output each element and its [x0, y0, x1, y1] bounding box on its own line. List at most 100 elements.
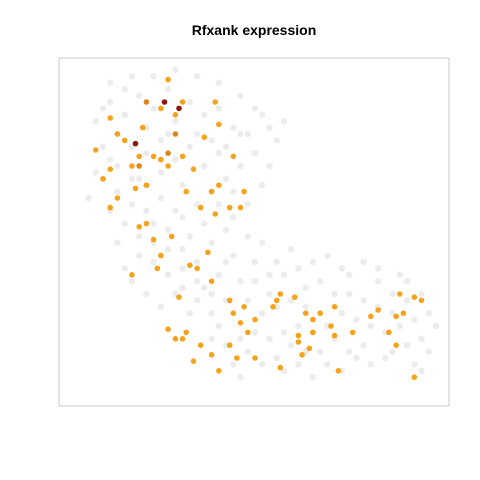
plot-panel: [58, 57, 450, 407]
cell-point-none: [244, 297, 251, 304]
cell-point-low: [129, 272, 135, 278]
cell-point-none: [150, 73, 157, 80]
cell-point-none: [425, 310, 432, 317]
cell-point-low: [393, 313, 400, 320]
cell-point-low: [252, 316, 258, 323]
cell-point-none: [179, 214, 186, 221]
cell-point-none: [193, 278, 201, 285]
cell-point-none: [179, 246, 186, 253]
cell-point-none: [172, 207, 179, 214]
cell-point-none: [208, 335, 215, 342]
cell-point-none: [193, 130, 201, 138]
cell-point-none: [280, 118, 288, 125]
cell-point-none: [389, 290, 396, 298]
cell-point-none: [280, 329, 288, 336]
cell-point-none: [237, 374, 244, 381]
cell-point-none: [230, 124, 237, 131]
cell-point-low: [165, 76, 171, 83]
cell-point-none: [360, 342, 367, 349]
cell-point-none: [288, 246, 295, 253]
cell-point-low: [335, 368, 342, 374]
cell-point-low: [197, 342, 204, 349]
cell-point-none: [215, 322, 222, 330]
cell-point-low: [397, 291, 403, 297]
cell-point-low: [136, 153, 142, 160]
cell-point-none: [237, 162, 244, 170]
cell-point-none: [259, 111, 266, 119]
cell-point-low: [183, 329, 189, 336]
cell-point-none: [396, 271, 403, 278]
cell-point-none: [295, 361, 302, 368]
cell-point-none: [201, 220, 208, 227]
cell-point-low: [328, 323, 334, 329]
cell-point-none: [150, 105, 157, 112]
cell-point-none: [259, 239, 266, 246]
cell-point-low: [270, 304, 276, 310]
cell-point-none: [143, 207, 150, 214]
cell-point-low: [194, 265, 200, 272]
cell-point-none: [266, 124, 273, 131]
cell-point-none: [128, 201, 136, 208]
cell-point-low: [277, 291, 284, 297]
cell-point-low: [140, 124, 146, 131]
cell-point-low: [165, 163, 171, 169]
cell-point-low: [241, 304, 247, 310]
cell-point-none: [121, 220, 128, 227]
cell-point-none: [121, 86, 128, 93]
cell-point-none: [157, 169, 165, 176]
cell-point-none: [309, 374, 317, 381]
cell-point-none: [230, 214, 237, 221]
cell-point-low: [190, 166, 197, 172]
cell-point-none: [150, 258, 157, 266]
points-layer: [85, 66, 440, 381]
cell-point-none: [215, 79, 222, 87]
cell-point-none: [251, 278, 259, 285]
cell-point-low: [216, 121, 222, 128]
cell-point-none: [128, 73, 136, 80]
cell-point-none: [201, 284, 208, 291]
cell-point-high: [132, 140, 139, 147]
cell-point-low: [306, 345, 313, 352]
cell-point-low: [310, 316, 316, 323]
cell-point-low: [237, 320, 244, 326]
cell-point-none: [251, 105, 259, 112]
cell-point-none: [295, 265, 302, 272]
cell-point-none: [136, 252, 143, 259]
cell-point-none: [99, 105, 107, 112]
cell-point-none: [136, 175, 143, 182]
cell-point-high: [176, 105, 182, 112]
cell-point-none: [273, 137, 280, 144]
cell-point-low: [216, 368, 222, 374]
cell-point-none: [396, 322, 403, 330]
cell-point-low: [411, 294, 418, 301]
cell-point-none: [230, 188, 237, 195]
cell-point-none: [266, 162, 273, 170]
cell-point-none: [114, 239, 121, 246]
cell-point-none: [259, 310, 266, 317]
cell-point-low: [277, 364, 284, 371]
cell-point-none: [157, 137, 165, 144]
cell-point-none: [389, 348, 396, 355]
cell-point-none: [237, 335, 244, 342]
cell-point-none: [302, 284, 309, 291]
cell-point-low: [107, 204, 113, 211]
cell-point-low: [107, 115, 113, 121]
cell-point-none: [186, 98, 193, 106]
cell-point-low: [132, 185, 139, 192]
cell-point-low: [226, 204, 233, 211]
cell-point-none: [425, 348, 432, 355]
cell-point-none: [121, 265, 128, 272]
cell-point-low: [179, 153, 186, 160]
cell-point-none: [360, 297, 367, 304]
cell-point-low: [187, 262, 193, 269]
cell-point-low: [212, 99, 218, 105]
cell-point-none: [186, 310, 193, 317]
cell-point-none: [208, 137, 215, 144]
cell-point-low: [158, 105, 164, 112]
cell-point-low: [230, 153, 237, 160]
cell-point-low: [179, 99, 186, 105]
cell-point-low: [310, 329, 316, 336]
cell-point-low: [349, 329, 356, 336]
cell-point-none: [114, 162, 121, 170]
